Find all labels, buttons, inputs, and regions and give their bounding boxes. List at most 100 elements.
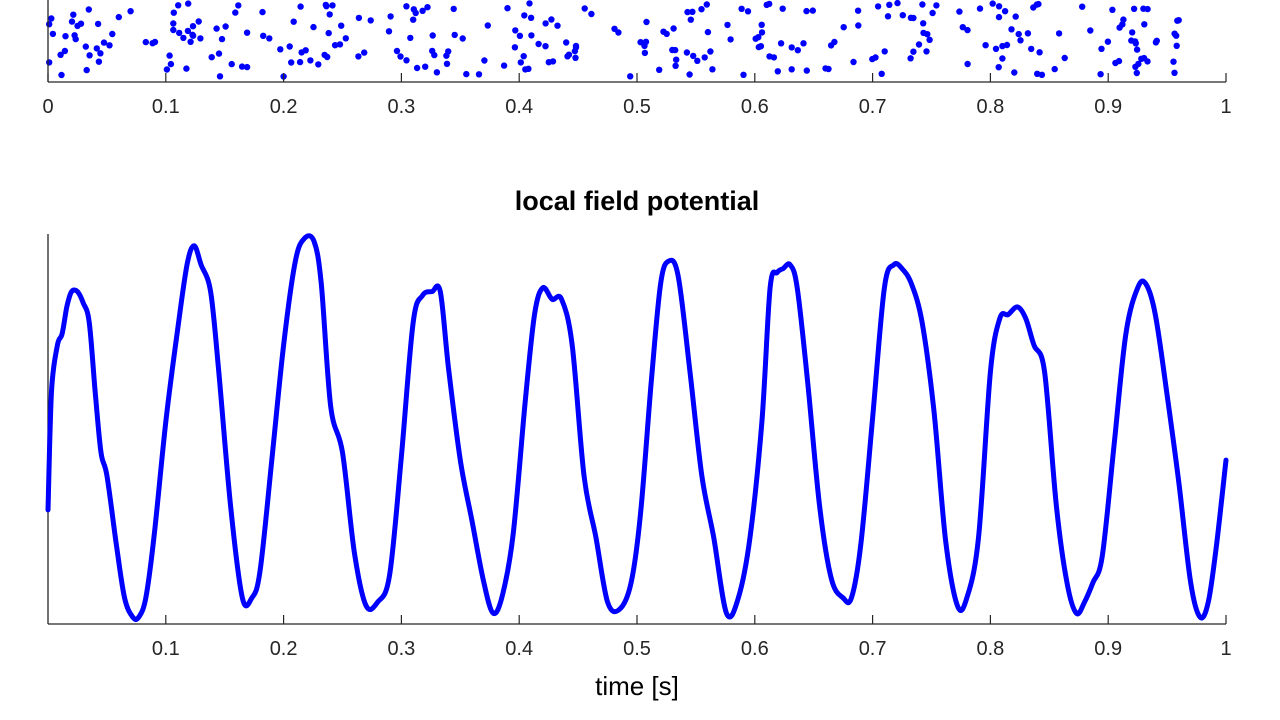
spike-dot [1119, 21, 1126, 28]
lfp-title: local field potential [515, 186, 760, 216]
spike-raster-plot: 0 0.1 0.2 0.3 0.4 0.5 0.6 0.7 0.8 0.9 1 [42, 0, 1232, 118]
spike-dot [1153, 37, 1161, 44]
spike-dot [1109, 6, 1116, 13]
spike-dot [385, 28, 393, 35]
spike-dot [933, 2, 940, 9]
spike-dot [481, 57, 488, 64]
spike-dot [1133, 46, 1141, 53]
spike-dot [1030, 4, 1037, 11]
spike-dot [881, 48, 888, 55]
spike-dot [74, 22, 81, 30]
spike-dot [774, 68, 781, 75]
spike-dot [673, 56, 680, 63]
spike-dot [840, 24, 847, 31]
spike-dot [243, 29, 251, 36]
raster-x-tick-label: 0.2 [270, 96, 298, 118]
spike-dot [1112, 59, 1119, 67]
spike-dot [49, 30, 57, 38]
spike-dot [1036, 49, 1043, 56]
spike-dot [310, 23, 317, 31]
spike-dot [683, 49, 691, 56]
spike-dot [525, 65, 532, 73]
spike-dot [419, 7, 426, 14]
spike-dot [520, 53, 527, 60]
spike-dot [189, 32, 197, 39]
spike-dot [929, 9, 936, 17]
spike-dot [61, 47, 69, 55]
spike-dot [1173, 42, 1180, 49]
spike-dot [215, 50, 223, 57]
spike-dot [208, 54, 215, 61]
spike-dot [995, 63, 1002, 71]
spike-dot [850, 58, 857, 66]
spike-dot [1170, 58, 1177, 65]
spike-dot [463, 70, 470, 78]
spike-dot [504, 5, 511, 12]
spike-dot [894, 0, 901, 7]
spike-dot [82, 43, 90, 50]
spike-dot [803, 67, 810, 74]
spike-dot [1034, 70, 1041, 78]
spike-dot [238, 63, 246, 70]
spike-dot [407, 34, 414, 42]
spike-dot [549, 58, 557, 65]
spike-dot [307, 57, 314, 64]
spike-dot [660, 28, 667, 35]
raster-x-tick-label: 0.7 [859, 96, 887, 118]
spike-dot [809, 7, 816, 14]
spike-dot [554, 22, 561, 29]
spike-dot [397, 53, 404, 60]
spike-dot [393, 47, 401, 55]
spike-dot [325, 29, 332, 37]
spike-dot [689, 8, 696, 15]
spike-dot [361, 49, 368, 56]
spike-dot [615, 29, 622, 36]
spike-dot [1132, 40, 1140, 47]
raster-x-tick-label: 0.9 [1094, 96, 1122, 118]
spike-dot [920, 20, 927, 27]
spike-dot [690, 52, 697, 60]
spike-dot [296, 58, 304, 66]
spike-dot [516, 32, 524, 39]
spike-dot [68, 18, 76, 25]
spike-dot [367, 17, 374, 24]
spike-dot [443, 60, 451, 67]
lfp-x-tick-label: 0.7 [859, 638, 887, 660]
lfp-x-tick-label: 0.8 [976, 638, 1004, 660]
spike-dot [115, 13, 123, 21]
spike-dot [127, 8, 134, 15]
spike-dot [1028, 45, 1035, 53]
spike-dot [738, 5, 745, 12]
spike-dot [803, 7, 810, 15]
spike-dot [788, 44, 795, 51]
spike-dot [259, 8, 266, 16]
spike-dot [1098, 45, 1105, 52]
spike-dot [992, 45, 1000, 52]
spike-dot [429, 32, 436, 39]
spike-dot [170, 9, 177, 16]
spike-dot [511, 44, 519, 51]
spike-dot [704, 28, 712, 36]
spike-dot [777, 40, 785, 47]
spike-dot [72, 35, 79, 43]
spike-dot [288, 59, 295, 66]
spike-dot [180, 34, 187, 42]
raster-x-tick-label: 0 [42, 96, 53, 118]
spike-dot [976, 5, 984, 12]
lfp-series-line [45, 233, 1229, 623]
spike-dot [744, 8, 752, 15]
spike-dot [450, 5, 457, 13]
spike-dot [1097, 71, 1104, 78]
spike-dot [755, 34, 762, 41]
spike-dot [672, 46, 679, 54]
spike-dot [910, 48, 917, 55]
spike-dot [1011, 69, 1018, 76]
spike-dot [183, 65, 190, 72]
spike-dot [542, 43, 549, 50]
spike-dot [298, 49, 305, 56]
spike-dot [869, 55, 876, 63]
lfp-x-tick-label: 0.9 [1094, 638, 1122, 660]
spike-dot [70, 11, 77, 18]
spike-dot [46, 21, 53, 28]
